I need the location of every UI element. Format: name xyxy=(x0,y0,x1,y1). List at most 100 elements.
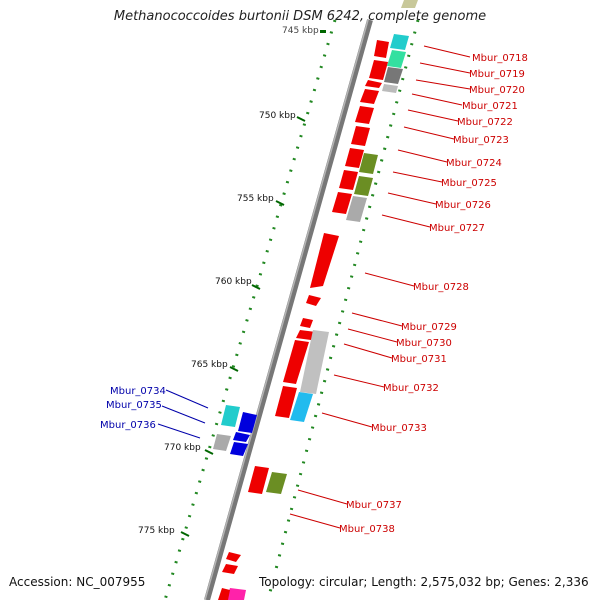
right-callouts xyxy=(289,45,471,529)
scale-tick xyxy=(275,200,285,206)
gene-feature-0718 xyxy=(374,40,389,58)
gene-label[interactable]: Mbur_0736 xyxy=(100,420,156,431)
callout-line xyxy=(387,192,437,205)
gene-feature-0720 xyxy=(365,80,382,88)
callout-line xyxy=(165,389,209,409)
gene-feature-0721 xyxy=(360,89,379,104)
gene-label[interactable]: Mbur_0726 xyxy=(435,200,491,211)
gene-label[interactable]: Mbur_0719 xyxy=(469,69,525,80)
scale-label-745: 745 kbp xyxy=(282,26,319,36)
scale-label: 755 kbp xyxy=(237,194,274,204)
callout-line xyxy=(415,79,471,90)
callout-line xyxy=(161,405,206,424)
scale-tick xyxy=(251,284,261,290)
scale-tick xyxy=(204,449,214,455)
scale-label: 770 kbp xyxy=(164,443,201,453)
gene-feature-0724 xyxy=(345,148,364,168)
gene-feature-0735 xyxy=(233,432,250,442)
gene-feature-bottom-red xyxy=(218,588,230,600)
gene-feature-0733-domain xyxy=(290,392,313,422)
scale-tick-745 xyxy=(320,30,326,33)
gene-label[interactable]: Mbur_0723 xyxy=(453,135,509,146)
gene-label[interactable]: Mbur_0727 xyxy=(429,223,485,234)
callout-line xyxy=(297,489,348,505)
scale-tick xyxy=(180,531,190,537)
scale-label: 750 kbp xyxy=(259,111,296,121)
callout-line xyxy=(423,45,471,58)
gene-label[interactable]: Mbur_0725 xyxy=(441,178,497,189)
scale-label: 765 kbp xyxy=(191,360,228,370)
topology-text: Topology: circular; Length: 2,575,032 bp… xyxy=(259,575,589,589)
gene-feature-0729 xyxy=(300,318,313,328)
right-gene-labels: Mbur_0718 Mbur_0719 Mbur_0720 Mbur_0721 … xyxy=(339,53,528,535)
gene-feature-0732 xyxy=(275,386,297,418)
gene-feature-0738 xyxy=(226,552,241,562)
gene-label[interactable]: Mbur_0738 xyxy=(339,524,395,535)
gene-feature-0726-domain xyxy=(346,196,367,222)
gene-label[interactable]: Mbur_0735 xyxy=(106,400,162,411)
gene-feature-0728 xyxy=(310,233,339,288)
gene-feature-0723 xyxy=(351,126,370,146)
gene-feature-0736 xyxy=(230,442,248,456)
gene-label[interactable]: Mbur_0737 xyxy=(346,500,402,511)
gene-feature-0725 xyxy=(339,170,358,190)
gene-label[interactable]: Mbur_0728 xyxy=(413,282,469,293)
gene-feature-0724-domain xyxy=(359,153,378,174)
outer-left-dotted-track xyxy=(163,19,337,601)
callout-line xyxy=(419,62,471,74)
callout-line xyxy=(381,214,431,228)
gene-label[interactable]: Mbur_0729 xyxy=(401,322,457,333)
page-title: Methanococcoides burtonii DSM 6242, comp… xyxy=(113,9,487,24)
gene-label[interactable]: Mbur_0722 xyxy=(457,117,513,128)
callout-line xyxy=(343,343,393,359)
callout-line xyxy=(321,412,373,428)
gene-label[interactable]: Mbur_0718 xyxy=(472,53,528,64)
gene-feature-0730 xyxy=(296,330,316,340)
gene-feature-0719 xyxy=(369,60,388,80)
gene-feature-0738b xyxy=(222,564,238,574)
gene-feature-0722 xyxy=(355,106,374,124)
callout-line xyxy=(403,126,455,140)
callout-line xyxy=(289,513,341,529)
gene-feature-0737 xyxy=(248,466,269,494)
left-gene-labels: Mbur_0734 Mbur_0735 Mbur_0736 xyxy=(100,386,166,431)
gene-feature-0736-domain xyxy=(213,434,231,451)
gene-feature-0728b xyxy=(306,295,321,306)
gene-label[interactable]: Mbur_0734 xyxy=(110,386,166,397)
scale-tick xyxy=(296,116,306,122)
gene-feature-top xyxy=(401,0,418,8)
scale-label: 775 kbp xyxy=(138,526,175,536)
genome-backbone xyxy=(204,19,373,601)
gene-feature-0718-domain xyxy=(390,34,409,50)
gene-features-right xyxy=(218,0,418,600)
gene-label[interactable]: Mbur_0731 xyxy=(391,354,447,365)
gene-feature-bottom xyxy=(226,588,246,600)
gene-label[interactable]: Mbur_0733 xyxy=(371,423,427,434)
gene-feature-0734 xyxy=(221,405,240,427)
gene-label[interactable]: Mbur_0732 xyxy=(383,383,439,394)
scale-label: 760 kbp xyxy=(215,277,252,287)
gene-label[interactable]: Mbur_0721 xyxy=(462,101,518,112)
callout-line xyxy=(397,149,448,163)
gene-label[interactable]: Mbur_0724 xyxy=(446,158,502,169)
gene-label[interactable]: Mbur_0730 xyxy=(396,338,452,349)
gene-feature-0725-domain xyxy=(354,176,373,196)
gene-feature-0731-domain xyxy=(300,330,329,394)
gene-feature-0734b xyxy=(238,412,257,433)
callout-line xyxy=(333,374,385,388)
callout-line xyxy=(411,93,463,106)
gene-feature-0726 xyxy=(332,192,352,214)
genome-backbone-highlight xyxy=(204,19,369,601)
gene-features-left xyxy=(213,405,257,456)
gene-feature-0720-domain xyxy=(384,67,403,84)
left-callouts xyxy=(157,389,209,439)
accession-text: Accession: NC_007955 xyxy=(9,575,146,589)
gene-label[interactable]: Mbur_0720 xyxy=(469,85,525,96)
callout-line xyxy=(347,328,398,343)
gene-feature-0719-domain xyxy=(387,50,406,68)
callout-line xyxy=(392,171,443,183)
gene-feature-0731 xyxy=(283,340,309,384)
scale-tick xyxy=(229,366,239,372)
